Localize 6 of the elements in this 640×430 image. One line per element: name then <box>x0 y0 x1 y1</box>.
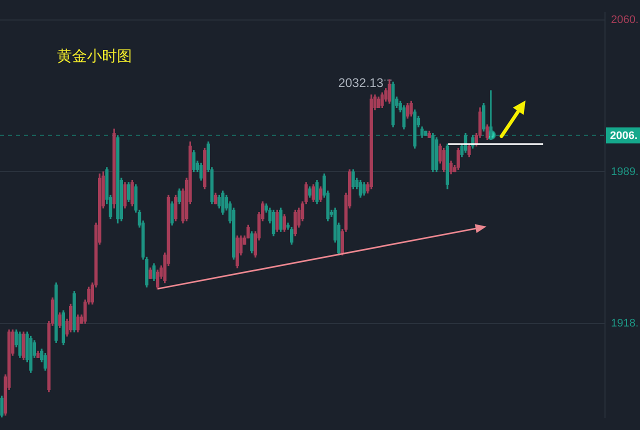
text: 黄金小时图 <box>57 47 132 65</box>
annotation: 2032.13 <box>338 76 384 90</box>
ref-line-label: 2006. <box>610 130 638 142</box>
y-tick-label: 2060. <box>611 14 639 26</box>
y-tick-label: 1989. <box>611 166 639 178</box>
y-tick-label: 1918. <box>611 317 639 330</box>
